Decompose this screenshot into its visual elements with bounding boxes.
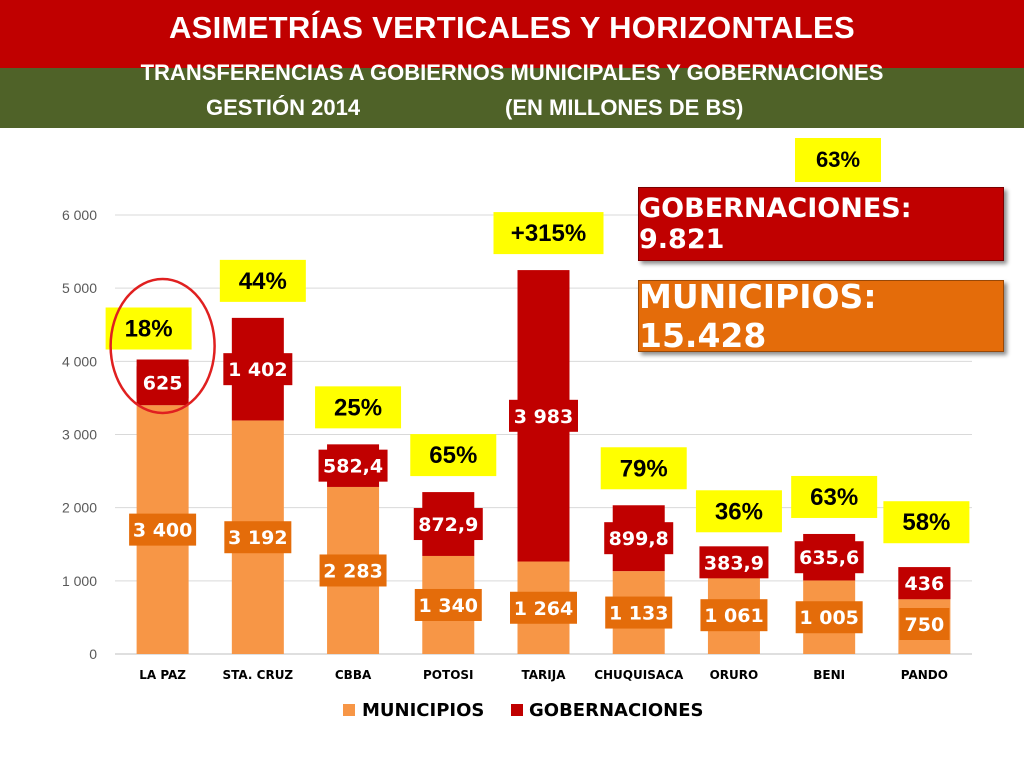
data-label-bg-gobernaciones xyxy=(136,366,189,399)
percent-annotation: 65% xyxy=(429,442,477,469)
data-label-bg-municipios xyxy=(319,554,387,587)
x-tick-label: POTOSI xyxy=(423,668,474,682)
data-label-gobernaciones: 899,8 xyxy=(609,528,669,550)
data-label-gobernaciones: 1 402 xyxy=(228,359,288,381)
legend-swatch-gobernaciones xyxy=(511,704,523,716)
header-subtitle-band xyxy=(0,68,1024,128)
percent-annotation: 79% xyxy=(620,455,668,482)
percent-annotation-bg xyxy=(493,212,604,255)
percent-annotation: 44% xyxy=(239,268,287,295)
data-label-bg-gobernaciones xyxy=(699,546,769,579)
data-label-bg-gobernaciones xyxy=(794,541,864,574)
x-tick-label: STA. CRUZ xyxy=(223,668,294,682)
data-label-municipios: 1 061 xyxy=(704,605,764,627)
percent-annotation-bg xyxy=(105,307,192,350)
legend-label-municipios: MUNICIPIOS xyxy=(362,700,484,721)
data-label-municipios: 1 133 xyxy=(609,603,669,625)
data-label-bg-gobernaciones xyxy=(318,449,388,482)
percent-annotation-bg xyxy=(219,259,306,302)
percent-annotation-bg xyxy=(600,447,687,490)
data-label-gobernaciones: 582,4 xyxy=(323,456,383,478)
data-label-bg-gobernaciones xyxy=(413,508,483,541)
y-tick-label: 0 xyxy=(89,646,97,662)
data-label-municipios: 2 283 xyxy=(323,560,383,582)
percent-annotation-bg xyxy=(315,386,402,429)
y-tick-label: 2 000 xyxy=(62,500,97,516)
data-label-bg-gobernaciones xyxy=(223,353,293,386)
subtitle-units: (EN MILLONES DE BS) xyxy=(505,95,744,120)
percent-annotation: 63% xyxy=(810,484,858,511)
data-label-gobernaciones: 872,9 xyxy=(418,514,478,536)
gobernaciones-total-box: GOBERNACIONES: 9.821 xyxy=(638,187,1004,261)
y-tick-label: 6 000 xyxy=(62,207,97,223)
percent-annotation: 58% xyxy=(902,509,950,536)
summary-percent: 63% xyxy=(795,138,881,182)
highlight-circle xyxy=(109,277,216,415)
subtitle-period: GESTIÓN 2014 xyxy=(206,95,361,120)
data-label-municipios: 3 400 xyxy=(133,520,193,542)
x-tick-label: TARIJA xyxy=(522,668,567,682)
data-label-bg-gobernaciones xyxy=(509,399,578,432)
percent-annotation: 36% xyxy=(715,498,763,525)
data-label-bg-municipios xyxy=(510,591,577,624)
y-tick-label: 1 000 xyxy=(62,573,97,589)
data-label-bg-municipios xyxy=(414,588,482,621)
municipios-total-box: MUNICIPIOS: 15.428 xyxy=(638,277,1004,355)
data-label-municipios: 1 340 xyxy=(419,595,479,617)
data-label-municipios: 3 192 xyxy=(228,527,288,549)
legend-label-gobernaciones: GOBERNACIONES xyxy=(529,700,703,721)
header-title-band xyxy=(0,0,1024,68)
data-label-gobernaciones: 635,6 xyxy=(799,547,859,569)
data-label-municipios: 1 005 xyxy=(799,607,859,629)
data-label-bg-municipios xyxy=(700,599,768,632)
y-tick-label: 4 000 xyxy=(62,353,97,369)
data-label-gobernaciones: 436 xyxy=(905,573,945,595)
x-tick-label: BENI xyxy=(813,668,845,682)
x-tick-label: LA PAZ xyxy=(139,668,186,682)
data-label-municipios: 1 264 xyxy=(514,598,574,620)
percent-annotation-bg xyxy=(883,501,970,544)
data-label-bg-municipios xyxy=(605,596,673,629)
x-tick-label: ORURO xyxy=(710,668,759,682)
percent-annotation-bg xyxy=(695,490,782,533)
data-label-gobernaciones: 383,9 xyxy=(704,552,764,574)
percent-annotation: 18% xyxy=(125,316,173,343)
page-title: ASIMETRÍAS VERTICALES Y HORIZONTALES xyxy=(169,10,855,45)
percent-annotation: 25% xyxy=(334,394,382,421)
data-label-bg-municipios xyxy=(224,521,292,554)
y-tick-label: 5 000 xyxy=(62,280,97,296)
data-label-bg-municipios xyxy=(899,608,950,640)
data-label-municipios: 750 xyxy=(905,614,945,636)
data-label-gobernaciones: 625 xyxy=(143,372,183,394)
data-label-bg-municipios xyxy=(795,601,863,634)
x-tick-label: CHUQUISACA xyxy=(594,668,684,682)
page-subtitle: TRANSFERENCIAS A GOBIERNOS MUNICIPALES Y… xyxy=(140,60,884,85)
data-label-bg-gobernaciones xyxy=(604,522,674,555)
x-tick-label: CBBA xyxy=(335,668,372,682)
data-label-gobernaciones: 3 983 xyxy=(514,406,574,428)
legend-swatch-municipios xyxy=(343,704,355,716)
x-tick-label: PANDO xyxy=(901,668,948,682)
percent-annotation-bg xyxy=(791,475,878,518)
percent-annotation-bg xyxy=(410,434,497,477)
percent-annotation: +315% xyxy=(511,220,586,247)
data-label-bg-gobernaciones xyxy=(898,567,951,600)
data-label-bg-municipios xyxy=(129,513,197,546)
transfer-bar-chart: 0 1 000 2 000 3 000 4 000 5 000 6 000 LA PAZ 3 4… xyxy=(62,207,972,721)
y-tick-label: 3 000 xyxy=(62,427,97,443)
